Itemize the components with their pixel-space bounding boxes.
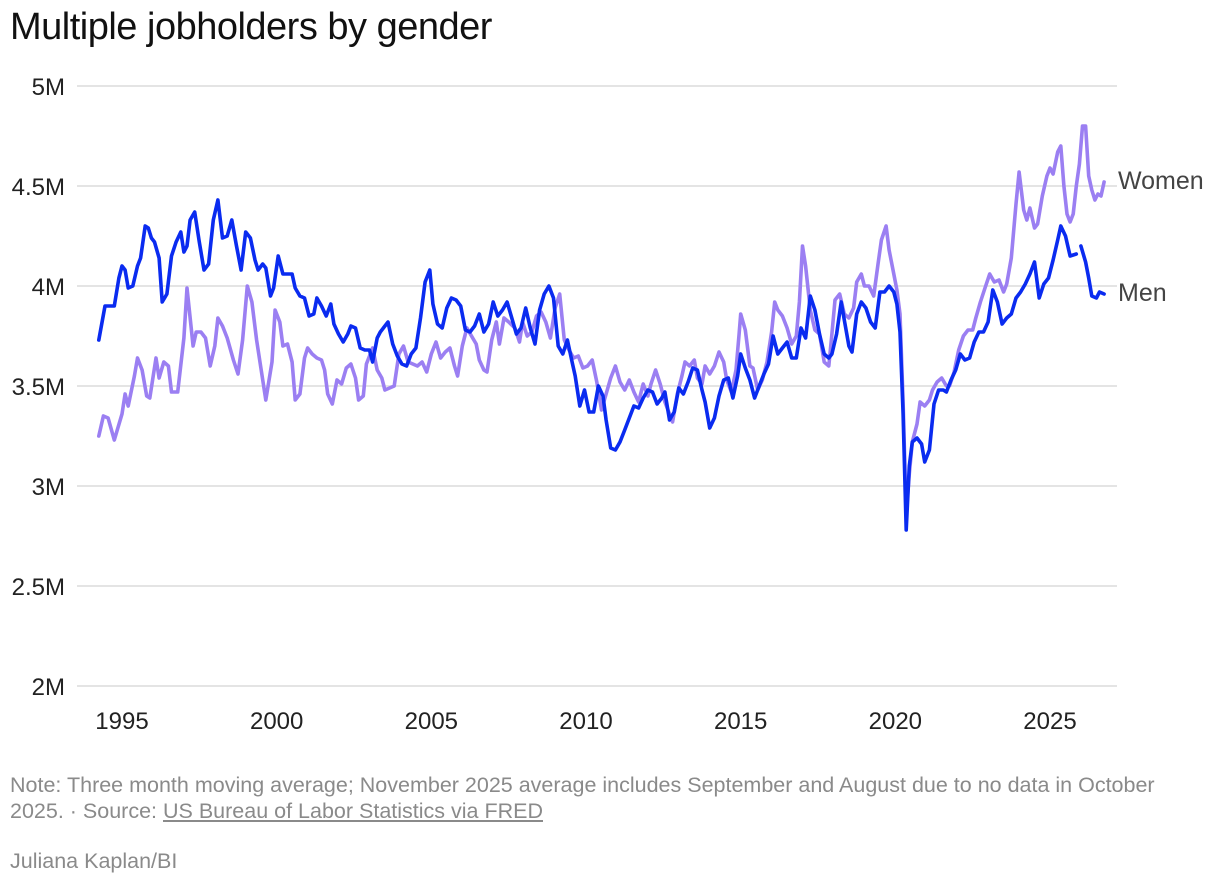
women-series-label: Women: [1118, 167, 1204, 195]
men-series-line: [97, 198, 1079, 532]
y-tick-label: 3M: [32, 474, 65, 501]
x-axis-tick-labels: 1995 2000 2005 2010 2015 2020 2025: [95, 708, 1076, 735]
y-tick-label: 4.5M: [12, 174, 65, 201]
x-tick-label: 1995: [95, 708, 148, 735]
y-tick-label: 5M: [32, 74, 65, 101]
chart-credit: Juliana Kaplan/BI: [10, 849, 178, 873]
women-series-line: [97, 124, 1106, 516]
line-chart: 2M 2.5M 3M 3.5M 4M 4.5M 5M 1995 2000 2005 2010 201…: [12, 74, 1204, 735]
y-axis-tick-labels: 2M 2.5M 3M 3.5M 4M 4.5M 5M: [12, 74, 65, 701]
men-series-label: Men: [1118, 279, 1167, 307]
chart-note: Note: Three month moving average; Novemb…: [10, 772, 1210, 824]
y-tick-label: 3.5M: [12, 374, 65, 401]
chart-title: Multiple jobholders by gender: [10, 6, 492, 48]
series-lines: [97, 124, 1106, 532]
x-tick-label: 2005: [405, 708, 458, 735]
note-text: Note: Three month moving average; Novemb…: [10, 773, 1155, 823]
x-tick-label: 2000: [250, 708, 303, 735]
series-labels: Women Men: [1118, 167, 1204, 307]
y-tick-label: 4M: [32, 274, 65, 301]
grid-lines: [77, 85, 1117, 687]
source-link[interactable]: US Bureau of Labor Statistics via FRED: [163, 799, 543, 823]
x-tick-label: 2025: [1023, 708, 1076, 735]
x-tick-label: 2020: [869, 708, 922, 735]
x-tick-label: 2015: [714, 708, 767, 735]
y-tick-label: 2.5M: [12, 574, 65, 601]
x-tick-label: 2010: [559, 708, 612, 735]
y-tick-label: 2M: [32, 674, 65, 701]
men-series-line: [1079, 244, 1106, 300]
